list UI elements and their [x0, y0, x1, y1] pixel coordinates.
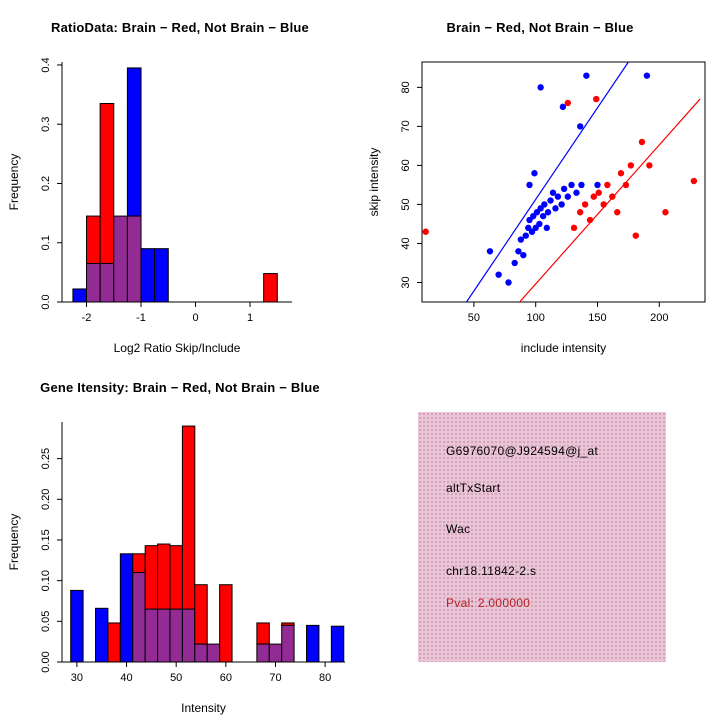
svg-text:80: 80 [400, 81, 412, 93]
svg-text:0.3: 0.3 [40, 117, 52, 132]
svg-text:60: 60 [400, 159, 412, 171]
gene-name-text: Wac [446, 522, 471, 536]
svg-text:-1: -1 [136, 312, 146, 324]
svg-text:80: 80 [319, 672, 331, 684]
panel-intensity-scatter: Brain − Red, Not Brain − Blue skip inten… [360, 0, 720, 360]
scatter-canvas: 50 100 150 200 30 40 50 60 70 80 [400, 61, 706, 324]
gene-info-box: G6976070@J924594@j_at altTxStart Wac chr… [418, 412, 666, 662]
svg-text:30: 30 [71, 672, 83, 684]
panel-gene-info: G6976070@J924594@j_at altTxStart Wac chr… [360, 360, 720, 720]
gene-histogram-title: Gene Itensity: Brain − Red, Not Brain − … [40, 380, 320, 395]
svg-text:1: 1 [247, 312, 253, 324]
svg-text:0.05: 0.05 [40, 611, 52, 632]
svg-text:60: 60 [220, 672, 232, 684]
ratio-histogram-x-axis-label: Log2 Ratio Skip/Include [113, 341, 241, 355]
svg-text:40: 40 [120, 672, 132, 684]
svg-text:50: 50 [468, 312, 480, 324]
svg-text:70: 70 [269, 672, 281, 684]
svg-text:50: 50 [170, 672, 182, 684]
locus-text: chr18.11842-2.s [446, 564, 537, 578]
scatter-title: Brain − Red, Not Brain − Blue [446, 20, 634, 35]
svg-text:30: 30 [400, 276, 412, 288]
svg-text:0.1: 0.1 [40, 235, 52, 250]
svg-text:0.15: 0.15 [40, 529, 52, 550]
svg-text:0.0: 0.0 [40, 294, 52, 309]
ratio-histogram-canvas: -2 -1 0 1 0.0 0.1 0.2 0.3 0.4 [40, 57, 292, 324]
svg-text:0.20: 0.20 [40, 489, 52, 510]
svg-text:0.4: 0.4 [40, 57, 52, 72]
svg-text:0: 0 [192, 312, 198, 324]
svg-text:0.10: 0.10 [40, 570, 52, 591]
ratio-histogram-title: RatioData: Brain − Red, Not Brain − Blue [51, 20, 309, 35]
gene-histogram-x-axis-label: Intensity [181, 701, 226, 715]
svg-text:70: 70 [400, 120, 412, 132]
event-type-text: altTxStart [446, 481, 501, 495]
svg-text:0.00: 0.00 [40, 651, 52, 672]
svg-text:100: 100 [527, 312, 545, 324]
svg-text:0.2: 0.2 [40, 176, 52, 191]
panel-ratio-histogram: RatioData: Brain − Red, Not Brain − Blue… [0, 0, 360, 360]
panel-gene-intensity-histogram: Gene Itensity: Brain − Red, Not Brain − … [0, 360, 360, 720]
svg-text:200: 200 [650, 312, 668, 324]
probe-id-text: G6976070@J924594@j_at [446, 444, 599, 458]
scatter-x-axis-label: include intensity [520, 341, 607, 355]
svg-text:40: 40 [400, 237, 412, 249]
svg-text:50: 50 [400, 198, 412, 210]
svg-text:150: 150 [588, 312, 606, 324]
pval-text: Pval: 2.000000 [446, 596, 531, 610]
svg-text:-2: -2 [82, 312, 92, 324]
gene-histogram-canvas: 30 40 50 60 70 80 0.00 0.05 0.10 0.15 0.20 0.25 [40, 422, 345, 684]
svg-text:0.25: 0.25 [40, 448, 52, 469]
